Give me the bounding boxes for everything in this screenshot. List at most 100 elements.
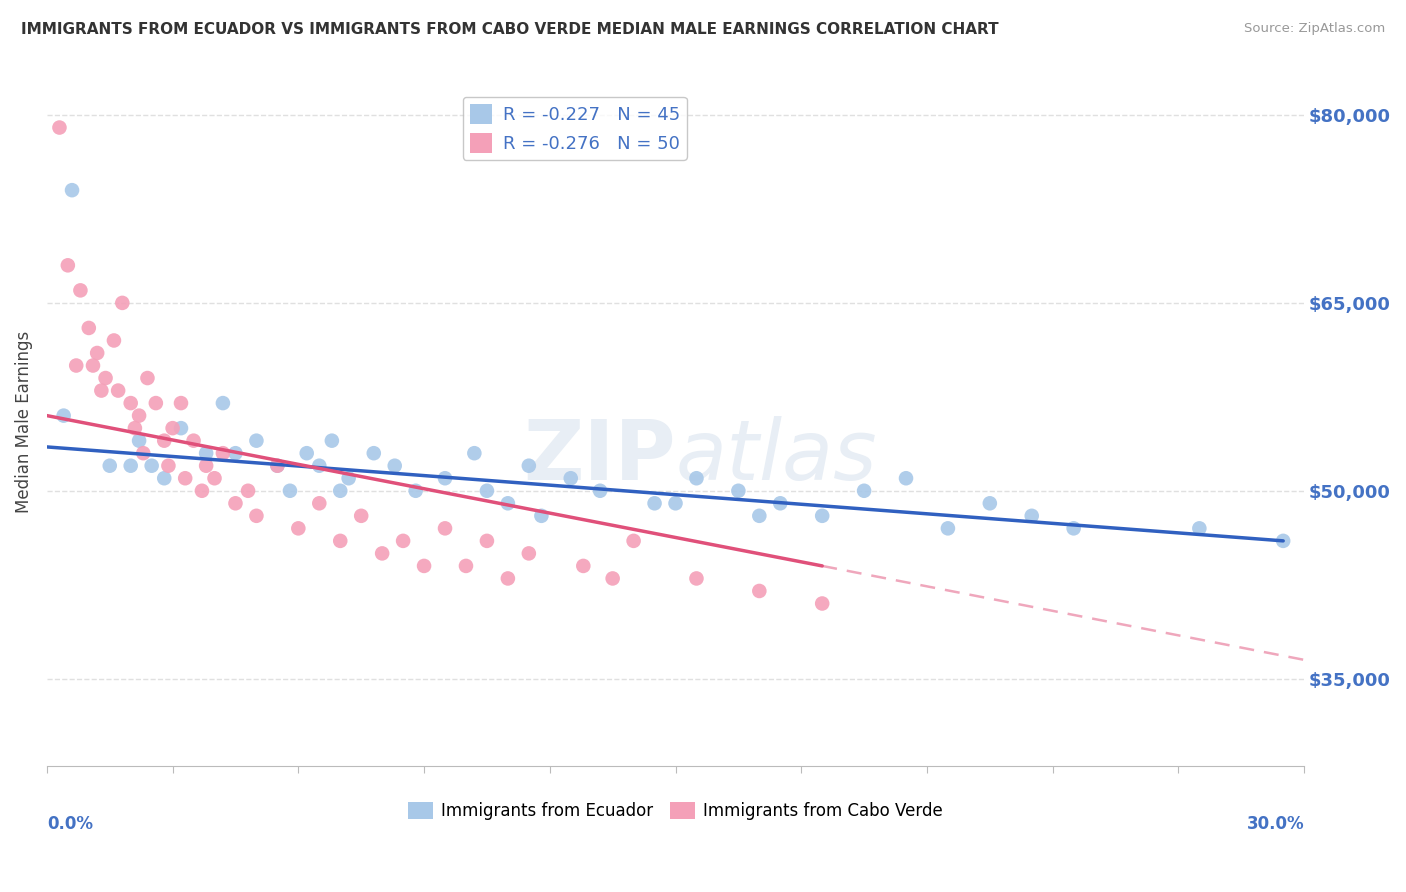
Point <box>183 434 205 448</box>
Point <box>475 533 498 548</box>
Point <box>287 521 309 535</box>
Point <box>136 371 159 385</box>
Point <box>174 471 197 485</box>
Point <box>530 508 553 523</box>
Point <box>685 471 707 485</box>
Point <box>191 483 214 498</box>
Point <box>517 458 540 473</box>
Point <box>329 483 352 498</box>
Point <box>82 359 104 373</box>
Y-axis label: Median Male Earnings: Median Male Earnings <box>15 331 32 513</box>
Point <box>1272 533 1295 548</box>
Point <box>212 396 235 410</box>
Point <box>560 471 582 485</box>
Point <box>245 434 267 448</box>
Point <box>124 421 146 435</box>
Point <box>90 384 112 398</box>
Point <box>295 446 318 460</box>
Point <box>204 471 226 485</box>
Text: 30.0%: 30.0% <box>1247 814 1305 832</box>
Point <box>195 446 218 460</box>
Point <box>936 521 959 535</box>
Point <box>48 120 70 135</box>
Point <box>52 409 75 423</box>
Text: Source: ZipAtlas.com: Source: ZipAtlas.com <box>1244 22 1385 36</box>
Point <box>727 483 749 498</box>
Text: 0.0%: 0.0% <box>46 814 93 832</box>
Point <box>1063 521 1085 535</box>
Point <box>321 434 343 448</box>
Point <box>308 496 330 510</box>
Point <box>384 458 406 473</box>
Point <box>107 384 129 398</box>
Point <box>434 471 457 485</box>
Text: IMMIGRANTS FROM ECUADOR VS IMMIGRANTS FROM CABO VERDE MEDIAN MALE EARNINGS CORRE: IMMIGRANTS FROM ECUADOR VS IMMIGRANTS FR… <box>21 22 998 37</box>
Point <box>685 571 707 585</box>
Point <box>392 533 415 548</box>
Point <box>120 458 142 473</box>
Point <box>475 483 498 498</box>
Point <box>266 458 288 473</box>
Point <box>266 458 288 473</box>
Point <box>245 508 267 523</box>
Point <box>170 396 193 410</box>
Point <box>748 584 770 599</box>
Point <box>120 396 142 410</box>
Point <box>65 359 87 373</box>
Point <box>811 597 834 611</box>
Point <box>329 533 352 548</box>
Text: atlas: atlas <box>675 416 877 497</box>
Point <box>278 483 301 498</box>
Point <box>623 533 645 548</box>
Point <box>350 508 373 523</box>
Point <box>602 571 624 585</box>
Point <box>162 421 184 435</box>
Point <box>1188 521 1211 535</box>
Point <box>979 496 1001 510</box>
Point <box>60 183 83 197</box>
Point <box>371 546 394 560</box>
Point <box>1021 508 1043 523</box>
Point <box>77 321 100 335</box>
Point <box>434 521 457 535</box>
Point <box>748 508 770 523</box>
Point <box>517 546 540 560</box>
Point <box>308 458 330 473</box>
Point <box>894 471 917 485</box>
Point <box>496 571 519 585</box>
Point <box>413 558 436 573</box>
Text: ZIP: ZIP <box>523 416 675 497</box>
Point <box>128 409 150 423</box>
Point <box>94 371 117 385</box>
Point <box>363 446 385 460</box>
Point <box>337 471 360 485</box>
Point <box>111 296 134 310</box>
Point <box>644 496 666 510</box>
Legend: R = -0.227   N = 45, R = -0.276   N = 50: R = -0.227 N = 45, R = -0.276 N = 50 <box>463 97 688 160</box>
Point <box>405 483 427 498</box>
Point <box>454 558 477 573</box>
Point <box>69 284 91 298</box>
Point <box>811 508 834 523</box>
Point <box>153 434 176 448</box>
Point <box>212 446 235 460</box>
Point <box>98 458 121 473</box>
Point <box>195 458 218 473</box>
Point <box>224 496 246 510</box>
Point <box>236 483 259 498</box>
Point <box>145 396 167 410</box>
Point <box>170 421 193 435</box>
Point <box>103 334 125 348</box>
Point <box>153 471 176 485</box>
Point <box>463 446 485 460</box>
Point <box>157 458 180 473</box>
Point <box>132 446 155 460</box>
Point <box>128 434 150 448</box>
Point <box>589 483 612 498</box>
Point <box>86 346 108 360</box>
Point <box>496 496 519 510</box>
Point <box>141 458 163 473</box>
Point <box>664 496 686 510</box>
Point <box>224 446 246 460</box>
Point <box>56 258 79 272</box>
